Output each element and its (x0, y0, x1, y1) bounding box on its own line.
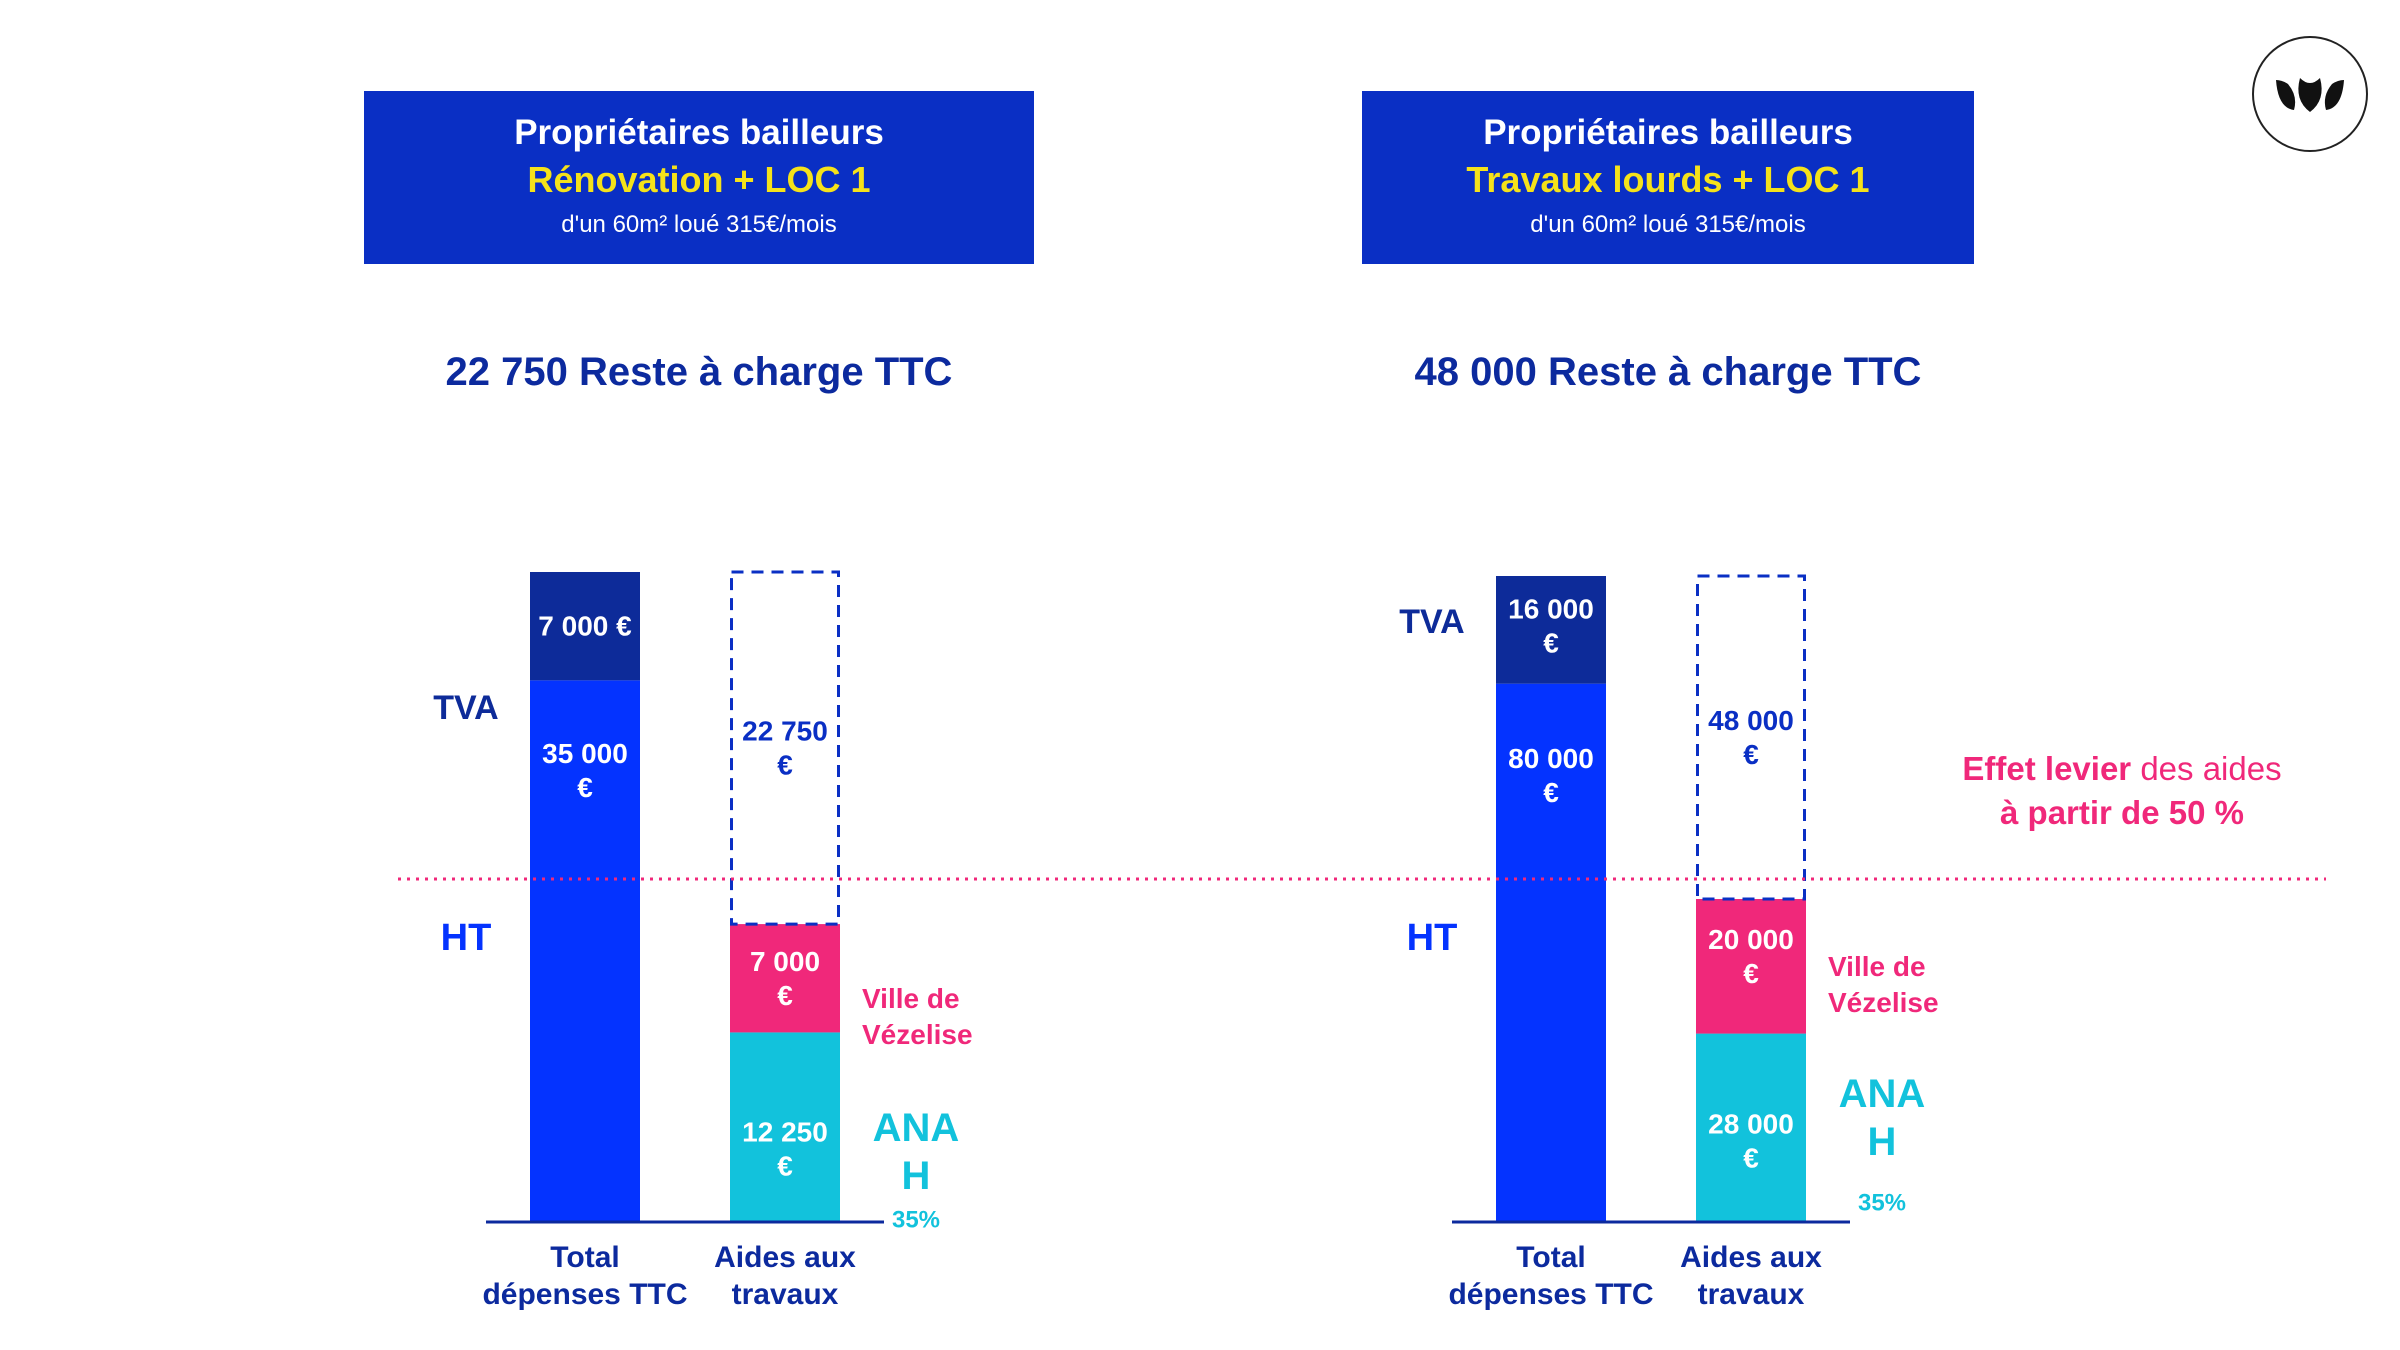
ht-side-label: HT (441, 917, 492, 959)
tva-side-label: TVA (433, 689, 498, 727)
category-label-total: Total dépenses TTC (1448, 1241, 1653, 1311)
header-right: Propriétaires bailleurs Travaux lourds +… (1362, 91, 1974, 264)
effet-levier-annotation: Effet levier des aides (1962, 750, 2281, 787)
bar-ht-label: 80 000 € (1508, 743, 1594, 808)
anah-side-label: ANA H (873, 1106, 960, 1198)
header-note: d'un 60m² loué 315€/mois (561, 211, 837, 238)
ville-side-label: Ville de Vézelise (1828, 951, 1939, 1018)
reste-a-charge-right: 48 000 Reste à charge TTC (1414, 350, 1922, 394)
header-left: Propriétaires bailleurs Rénovation + LOC… (364, 91, 1034, 264)
header-subtitle: Travaux lourds + LOC 1 (1466, 159, 1870, 200)
bar-tva (530, 572, 640, 681)
tva-side-label: TVA (1399, 603, 1464, 641)
header-note: d'un 60m² loué 315€/mois (1530, 211, 1806, 238)
bar-ville-label: 7 000 € (750, 946, 820, 1011)
reste-a-charge-left: 22 750 Reste à charge TTC (445, 350, 953, 394)
bar-tva-label: 7 000 € (538, 611, 632, 642)
bar-ht (1496, 683, 1606, 1222)
ville-side-label: Ville de Vézelise (862, 983, 973, 1050)
bar-tva-label: 16 000 € (1508, 593, 1594, 658)
bar-reste-dashed (730, 570, 840, 926)
bar-reste-label: 22 750 € (742, 716, 828, 781)
bar-anah-label: 12 250 € (742, 1117, 828, 1182)
bar-ville (730, 924, 840, 1033)
anah-side-label: ANA H (1839, 1072, 1926, 1164)
leaf-logo-icon (2252, 36, 2368, 152)
bar-ville (1696, 899, 1806, 1034)
category-label-aides: Aides aux travaux (1680, 1241, 1822, 1311)
bar-anah (1696, 1033, 1806, 1222)
header-title: Propriétaires bailleurs (1483, 113, 1853, 152)
bar-reste-dashed (1696, 574, 1806, 901)
bar-ht (530, 680, 640, 1222)
bar-anah-label: 28 000 € (1708, 1108, 1794, 1173)
header-subtitle: Rénovation + LOC 1 (527, 159, 871, 200)
bar-ht-label: 35 000 € (542, 738, 628, 803)
bar-ville-label: 20 000 € (1708, 924, 1794, 989)
effet-levier-annotation-line2: à partir de 50 % (2000, 794, 2244, 831)
category-label-aides: Aides aux travaux (714, 1241, 856, 1311)
bar-reste-label: 48 000 € (1708, 705, 1794, 770)
header-title: Propriétaires bailleurs (514, 113, 884, 152)
anah-share-label: 35% (1858, 1190, 1906, 1217)
bar-tva (1496, 576, 1606, 684)
ht-side-label: HT (1407, 917, 1458, 959)
category-label-total: Total dépenses TTC (482, 1241, 687, 1311)
bar-anah (730, 1032, 840, 1222)
anah-share-label: 35% (892, 1207, 940, 1234)
